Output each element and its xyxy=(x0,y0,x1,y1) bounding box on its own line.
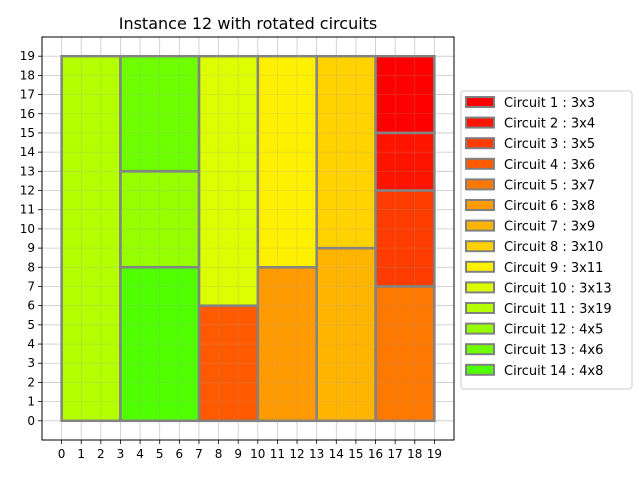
legend-swatch-8 xyxy=(465,240,495,253)
legend-label-2: Circuit 2 : 3x4 xyxy=(504,117,595,132)
circuit-rect-6 xyxy=(256,266,318,423)
x-tick-label: 16 xyxy=(368,447,383,461)
legend-swatch-9 xyxy=(465,260,495,273)
x-tick-label: 18 xyxy=(407,447,422,461)
legend-label-8: Circuit 8 : 3x10 xyxy=(504,240,603,255)
x-tick-label: 3 xyxy=(117,447,125,461)
x-tick-label: 12 xyxy=(289,447,304,461)
y-tick-label: 15 xyxy=(20,126,35,140)
legend-label-4: Circuit 4 : 3x6 xyxy=(504,158,595,173)
x-tick-label: 11 xyxy=(270,447,285,461)
legend-swatch-13 xyxy=(465,343,495,356)
y-tick-label: 0 xyxy=(27,414,35,428)
circuit-rect-14 xyxy=(119,266,201,423)
y-tick-label: 12 xyxy=(20,184,35,198)
x-tick-label: 1 xyxy=(77,447,85,461)
x-tick-label: 9 xyxy=(234,447,242,461)
legend-label-12: Circuit 12 : 4x5 xyxy=(504,323,603,338)
x-tick-label: 7 xyxy=(195,447,203,461)
y-tick-label: 19 xyxy=(20,49,35,63)
y-tick-label: 5 xyxy=(27,318,35,332)
x-tick-label: 4 xyxy=(136,447,144,461)
x-tick-label: 14 xyxy=(329,447,344,461)
circuit-rect-1 xyxy=(374,54,436,135)
legend-label-11: Circuit 11 : 3x19 xyxy=(504,302,612,317)
y-tick-label: 17 xyxy=(20,88,35,102)
legend-label-10: Circuit 10 : 3x13 xyxy=(504,281,612,296)
legend-items: Circuit 1 : 3x3 Circuit 2 : 3x4 Circuit 3 … xyxy=(465,96,612,379)
legend-label-3: Circuit 3 : 3x5 xyxy=(504,137,595,152)
legend-label-1: Circuit 1 : 3x3 xyxy=(504,96,595,111)
legend-label-14: Circuit 14 : 4x8 xyxy=(504,364,603,379)
circuit-rect-10 xyxy=(197,54,260,307)
x-tick-label: 13 xyxy=(309,447,324,461)
legend-swatch-1 xyxy=(465,96,495,108)
legend-swatch-12 xyxy=(465,322,495,335)
legend: Circuit 1 : 3x3 Circuit 2 : 3x4 Circuit 3 … xyxy=(460,90,633,390)
y-tick-label: 2 xyxy=(27,375,35,389)
legend-label-5: Circuit 5 : 3x7 xyxy=(504,178,595,193)
circuit-rect-11 xyxy=(60,54,122,423)
legend-swatch-10 xyxy=(465,281,495,294)
legend-label-7: Circuit 7 : 3x9 xyxy=(504,220,595,235)
circuit-rect-7 xyxy=(315,246,377,423)
circuit-rectangles xyxy=(42,37,454,440)
x-tick-label: 0 xyxy=(58,447,66,461)
x-tick-label: 5 xyxy=(156,447,164,461)
legend-swatch-4 xyxy=(465,157,495,170)
y-tick-label: 3 xyxy=(27,356,35,370)
x-axis-ticks: 0 1 2 3 4 5 6 7 8 9 10 11 12 13 14 15 16 17 18 19 xyxy=(58,440,442,461)
y-tick-label: 11 xyxy=(20,203,35,217)
legend-swatch-3 xyxy=(465,137,495,150)
legend-swatch-11 xyxy=(465,302,495,314)
legend-swatch-6 xyxy=(465,199,495,211)
circuit-rect-3 xyxy=(374,189,436,288)
circuit-rect-2 xyxy=(374,131,436,192)
circuit-rect-9 xyxy=(256,54,318,269)
legend-swatch-7 xyxy=(465,219,495,232)
x-tick-label: 8 xyxy=(215,447,223,461)
x-tick-label: 6 xyxy=(176,447,184,461)
legend-swatch-14 xyxy=(465,363,495,376)
plot-area: 0 1 2 3 4 5 6 7 8 9 10 11 12 13 14 15 16 17 18 19 012345678… xyxy=(20,36,455,461)
y-tick-label: 13 xyxy=(20,164,35,178)
y-tick-label: 7 xyxy=(27,279,35,293)
x-tick-label: 15 xyxy=(348,447,363,461)
x-tick-label: 19 xyxy=(427,447,442,461)
y-tick-label: 9 xyxy=(27,241,35,255)
y-tick-label: 10 xyxy=(20,222,35,236)
y-tick-label: 16 xyxy=(20,107,35,121)
legend-swatch-2 xyxy=(465,116,495,129)
y-tick-label: 14 xyxy=(20,145,35,159)
legend-box xyxy=(460,90,633,390)
y-tick-label: 1 xyxy=(27,395,35,409)
circuit-rect-13 xyxy=(119,54,201,173)
axes-frame xyxy=(41,36,455,441)
x-tick-label: 2 xyxy=(97,447,105,461)
chart-title: Instance 12 with rotated circuits xyxy=(119,14,378,33)
y-tick-label: 18 xyxy=(20,68,35,82)
x-tick-label: 17 xyxy=(388,447,403,461)
y-tick-label: 8 xyxy=(27,260,35,274)
x-tick-label: 10 xyxy=(250,447,265,461)
y-tick-label: 4 xyxy=(27,337,35,351)
circuit-rect-8 xyxy=(315,54,377,250)
legend-swatch-5 xyxy=(465,178,495,191)
legend-label-6: Circuit 6 : 3x8 xyxy=(504,199,595,214)
circuit-rect-5 xyxy=(374,285,436,423)
y-tick-label: 6 xyxy=(27,299,35,313)
legend-label-9: Circuit 9 : 3x11 xyxy=(504,261,603,276)
legend-label-13: Circuit 13 : 4x6 xyxy=(504,343,603,358)
